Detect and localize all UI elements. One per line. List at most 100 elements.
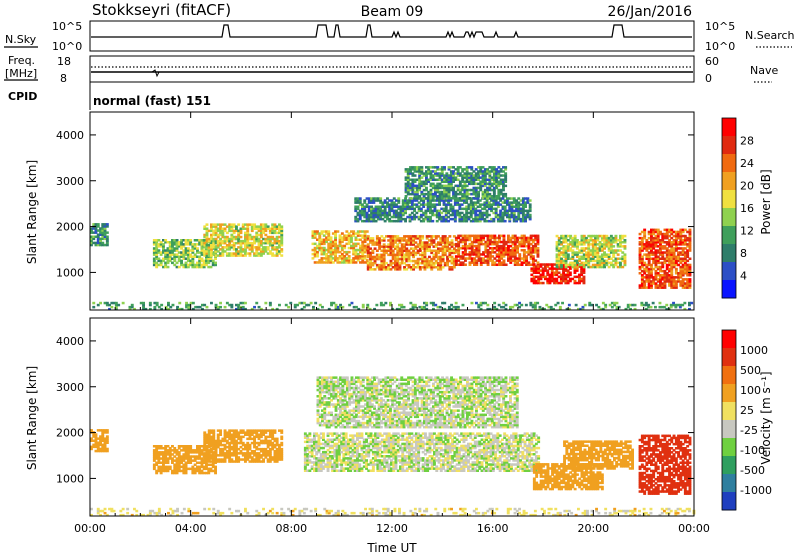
range-cell: [162, 459, 165, 462]
range-cell: [580, 263, 584, 267]
range-cell: [491, 251, 495, 254]
range-cell: [409, 301, 413, 305]
range-cell: [485, 215, 489, 219]
range-cell: [371, 241, 375, 244]
range-cell: [162, 243, 165, 246]
range-cell: [94, 449, 98, 453]
range-cell: [177, 447, 181, 450]
range-cell: [490, 182, 494, 186]
range-cell: [101, 429, 105, 432]
range-cell: [196, 305, 200, 309]
range-cell: [528, 205, 532, 208]
range-cell: [503, 199, 507, 202]
range-cell: [90, 231, 93, 234]
range-cell: [475, 261, 479, 264]
range-cell: [416, 259, 420, 263]
range-cell: [313, 236, 317, 239]
range-cell: [527, 261, 531, 264]
range-cell: [521, 201, 525, 204]
range-cell: [193, 245, 197, 248]
range-cell: [447, 174, 451, 177]
range-cell: [670, 236, 674, 240]
range-cell: [661, 239, 665, 242]
range-cell: [96, 233, 100, 236]
range-cell: [464, 240, 467, 244]
range-cell: [519, 199, 523, 202]
range-cell: [198, 241, 202, 244]
range-cell: [237, 223, 241, 226]
range-cell: [566, 253, 570, 256]
colorbar-swatch: [722, 226, 736, 245]
range-cell: [103, 223, 107, 226]
range-cell: [311, 257, 315, 260]
range-cell: [108, 303, 111, 307]
range-cell: [370, 209, 373, 213]
range-cell: [322, 238, 326, 241]
range-cell: [650, 247, 653, 250]
range-cell: [568, 279, 572, 283]
range-cell: [598, 263, 602, 267]
range-cell: [436, 195, 440, 198]
range-cell: [399, 219, 403, 223]
range-cell: [396, 253, 400, 257]
range-cell: [359, 261, 362, 264]
range-cell: [168, 245, 172, 248]
range-cell: [412, 243, 415, 246]
range-cell: [502, 261, 506, 264]
range-cell: [546, 281, 550, 285]
range-cell: [214, 469, 217, 473]
range-cell: [397, 211, 401, 215]
range-cell: [452, 249, 456, 252]
range-cell: [203, 439, 207, 443]
range-cell: [457, 259, 461, 262]
range-cell: [94, 441, 98, 444]
range-cell: [492, 217, 496, 221]
range-cell: [585, 263, 588, 267]
range-cell: [661, 278, 665, 281]
range-cell: [378, 257, 382, 261]
range-cell: [486, 170, 489, 173]
range-cell: [686, 272, 690, 275]
range-cell: [193, 265, 197, 269]
range-cell: [359, 234, 362, 237]
range-cell: [585, 255, 588, 258]
range-cell: [654, 253, 658, 256]
range-cell: [248, 248, 252, 251]
range-cell: [447, 305, 451, 309]
range-cell: [518, 236, 522, 240]
range-cell: [536, 261, 540, 264]
range-cell: [529, 263, 533, 266]
range-cell: [566, 245, 570, 248]
range-cell: [479, 184, 483, 188]
range-cell: [652, 267, 656, 271]
range-cell: [214, 457, 217, 460]
range-cell: [345, 236, 349, 239]
range-cell: [334, 246, 337, 250]
range-cell: [164, 241, 168, 244]
range-cell: [688, 269, 692, 273]
range-cell: [358, 217, 362, 221]
range-cell: [534, 236, 538, 240]
range-cell: [493, 263, 497, 266]
range-cell: [425, 178, 428, 181]
range-cell: [677, 232, 680, 236]
range-cell: [663, 245, 667, 248]
range-cell: [493, 301, 497, 305]
range-cell: [499, 188, 503, 192]
range-cell: [598, 255, 602, 258]
range-cell: [361, 255, 365, 258]
range-cell: [228, 244, 232, 247]
range-cell: [484, 244, 488, 248]
range-cell: [168, 259, 172, 263]
range-cell: [571, 263, 575, 267]
range-cell: [157, 257, 161, 260]
range-cell: [598, 257, 602, 260]
range-cell: [369, 268, 372, 271]
range-cell: [468, 238, 472, 242]
range-cell: [672, 265, 676, 269]
range-cell: [381, 205, 385, 208]
range-cell: [473, 251, 476, 254]
range-cell: [573, 275, 577, 279]
range-cell: [477, 242, 481, 246]
range-cell: [255, 252, 259, 255]
